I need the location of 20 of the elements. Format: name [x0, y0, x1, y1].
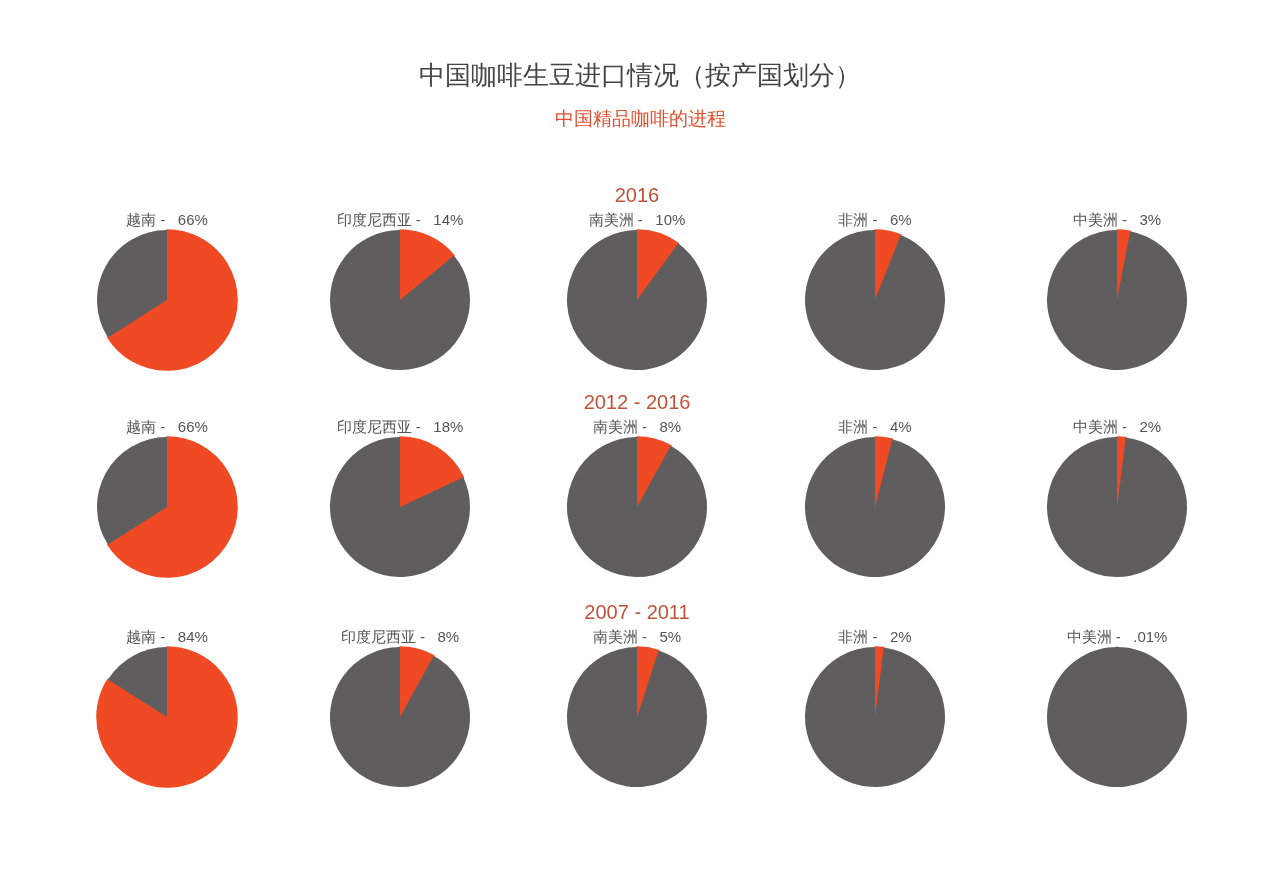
slice-label: 越南 - 84% [126, 628, 208, 645]
slice-label: 印度尼西亚 - 14% [336, 211, 464, 228]
slice-label: 南美洲 - 8% [592, 418, 682, 435]
chart-title: 2016 [614, 184, 660, 206]
slice-label: 非洲 - 4% [838, 418, 912, 435]
slice-label: 中美洲 - 3% [1072, 211, 1162, 228]
text: 中国咖啡生豆进口情况（按产国划分） [418, 59, 862, 92]
slice-label: 越南 - 66% [126, 211, 208, 228]
slice-label: 印度尼西亚 - 18% [336, 418, 464, 435]
slice-label: 非洲 - 6% [838, 211, 912, 228]
text: 中国精品咖啡的进程 [553, 106, 727, 131]
slice-label: 越南 - 66% [126, 418, 208, 435]
slice-label: 南美洲 - 10% [588, 211, 686, 228]
slice-label: 印度尼西亚 - 8% [340, 628, 460, 645]
slice-label: 非洲 - 2% [838, 628, 912, 645]
slice-label: 南美洲 - 5% [592, 628, 682, 645]
slice-label: 中美洲 - 2% [1072, 418, 1162, 435]
chart-title: 2007 - 2011 [584, 601, 690, 623]
slice-label: 中美洲 - .01% [1066, 628, 1168, 645]
chart-title: 2012 - 2016 [583, 391, 691, 413]
